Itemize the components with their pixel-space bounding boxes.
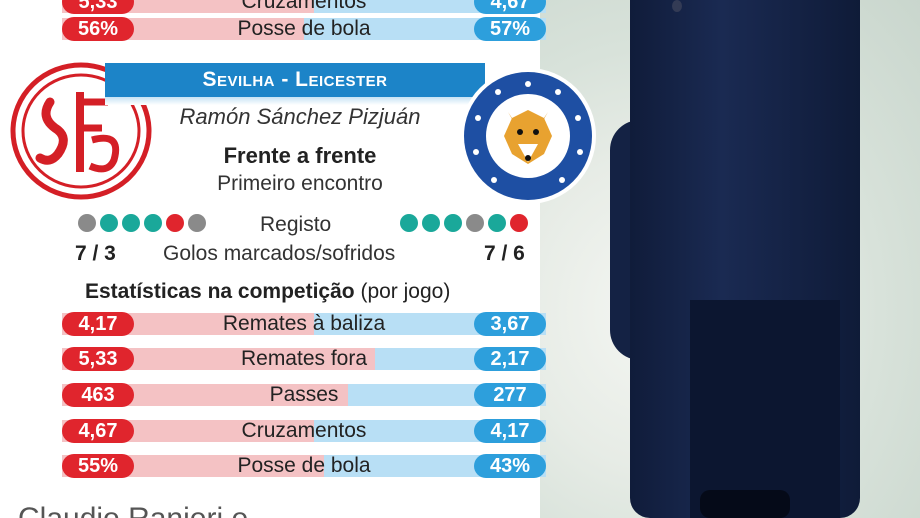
form-dot <box>144 214 162 232</box>
away-goals: 7 / 6 <box>484 242 525 265</box>
away-value: 4,17 <box>474 419 546 443</box>
home-value: 4,17 <box>62 312 134 336</box>
form-dot <box>78 214 96 232</box>
form-label: Registo <box>260 213 332 236</box>
home-value: 56% <box>62 17 134 41</box>
stat-row: 4,67 Cruzamentos 4,17 <box>62 416 546 444</box>
form-dot <box>488 214 506 232</box>
leicester-crest-icon <box>460 68 596 204</box>
stat-row-top-crosses: 5,33 Cruzamentos 4,67 <box>62 0 546 15</box>
home-value: 5,33 <box>62 347 134 371</box>
stat-label: Posse de bola <box>237 454 371 477</box>
away-value: 57% <box>474 17 546 41</box>
stat-label: Passes <box>269 383 339 406</box>
home-goals: 7 / 3 <box>75 242 116 265</box>
stat-label: Posse de bola <box>237 17 371 40</box>
form-dot <box>510 214 528 232</box>
bar-home <box>62 348 375 370</box>
stats-title-bold: Estatísticas na competição <box>85 280 355 303</box>
stat-row-top-possession: 56% Posse de bola 57% <box>62 14 546 42</box>
stats-title-note: (por jogo) <box>360 280 451 303</box>
stat-label: Remates à baliza <box>222 312 386 335</box>
form-dot <box>466 214 484 232</box>
stadium-name: Ramón Sánchez Pizjuán <box>179 104 421 129</box>
coach-legs <box>690 300 840 518</box>
head-to-head-title: Frente a frente <box>223 143 377 168</box>
stat-row: 4,17 Remates à baliza 3,67 <box>62 309 546 337</box>
photo-caption: Claudio Ranieri e ... <box>18 502 281 518</box>
stats-title: Estatísticas na competição (por jogo) <box>85 280 450 304</box>
form-dot <box>400 214 418 232</box>
goals-label: Golos marcados/sofridos <box>163 242 396 265</box>
head-to-head-text: Primeiro encontro <box>217 172 383 195</box>
stat-row: 5,33 Remates fora 2,17 <box>62 344 546 372</box>
home-value: 5,33 <box>62 0 134 14</box>
away-value: 277 <box>474 383 546 407</box>
stat-label: Cruzamentos <box>241 419 367 442</box>
form-dot <box>188 214 206 232</box>
stat-label: Cruzamentos <box>241 0 367 13</box>
coach-shoe <box>700 490 790 518</box>
away-value: 3,67 <box>474 312 546 336</box>
stat-label: Remates fora <box>240 347 368 370</box>
form-dot <box>422 214 440 232</box>
banner-shade <box>105 97 485 105</box>
bar-home <box>62 384 348 406</box>
form-dot <box>100 214 118 232</box>
away-value: 2,17 <box>474 347 546 371</box>
stat-row: 55% Posse de bola 43% <box>62 451 546 479</box>
away-value: 4,67 <box>474 0 546 14</box>
form-dot <box>444 214 462 232</box>
home-value: 4,67 <box>62 419 134 443</box>
away-value: 43% <box>474 454 546 478</box>
home-value: 55% <box>62 454 134 478</box>
home-form <box>78 214 210 236</box>
stat-row: 463 Passes 277 <box>62 380 546 408</box>
match-banner: Sevilha - Leicester <box>105 63 485 97</box>
home-value: 463 <box>62 383 134 407</box>
form-dot <box>166 214 184 232</box>
away-form <box>400 214 532 236</box>
form-dot <box>122 214 140 232</box>
coat-button <box>672 0 682 12</box>
